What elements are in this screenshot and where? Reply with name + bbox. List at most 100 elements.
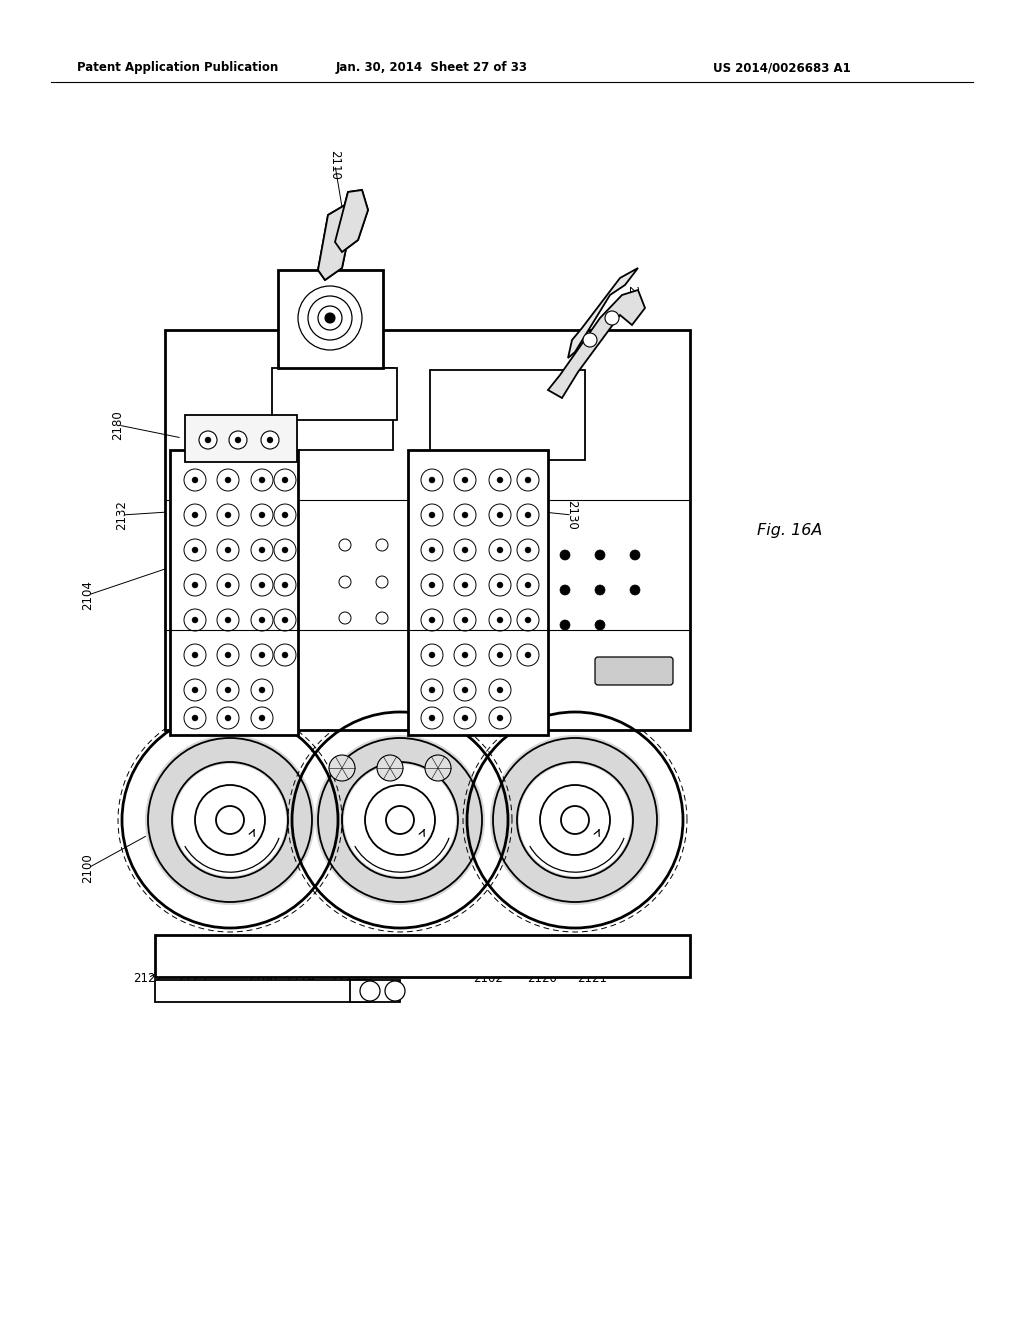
Circle shape <box>259 616 265 623</box>
Text: 2125: 2125 <box>330 972 360 985</box>
Circle shape <box>274 469 296 491</box>
Bar <box>185 414 297 462</box>
Circle shape <box>429 616 435 623</box>
Circle shape <box>462 715 468 721</box>
Circle shape <box>595 620 605 630</box>
Circle shape <box>259 477 265 483</box>
Text: 2110: 2110 <box>329 150 341 180</box>
Circle shape <box>525 616 531 623</box>
Text: 2121: 2121 <box>577 972 607 985</box>
Circle shape <box>225 512 231 517</box>
Circle shape <box>225 546 231 553</box>
Circle shape <box>517 574 539 597</box>
Circle shape <box>497 582 503 587</box>
Circle shape <box>376 612 388 624</box>
Bar <box>272 368 397 420</box>
Circle shape <box>274 644 296 667</box>
Circle shape <box>376 539 388 550</box>
Circle shape <box>421 504 443 525</box>
Circle shape <box>225 616 231 623</box>
Circle shape <box>216 807 244 834</box>
Circle shape <box>193 715 198 721</box>
Bar <box>350 979 400 1002</box>
Circle shape <box>274 539 296 561</box>
Circle shape <box>205 437 211 444</box>
Circle shape <box>217 504 239 525</box>
Circle shape <box>525 582 531 587</box>
Circle shape <box>560 620 570 630</box>
Circle shape <box>184 678 206 701</box>
Circle shape <box>282 652 288 657</box>
Circle shape <box>339 576 351 587</box>
Circle shape <box>525 477 531 483</box>
Circle shape <box>225 652 231 657</box>
Text: 2123: 2123 <box>177 972 207 985</box>
Circle shape <box>225 477 231 483</box>
Circle shape <box>421 708 443 729</box>
Circle shape <box>184 539 206 561</box>
Circle shape <box>490 735 660 906</box>
Circle shape <box>274 504 296 525</box>
Circle shape <box>184 574 206 597</box>
Circle shape <box>497 546 503 553</box>
Bar <box>408 450 548 735</box>
Circle shape <box>259 686 265 693</box>
Circle shape <box>251 609 273 631</box>
Circle shape <box>329 755 355 781</box>
Circle shape <box>174 764 286 876</box>
Circle shape <box>274 574 296 597</box>
Circle shape <box>454 678 476 701</box>
Circle shape <box>583 333 597 347</box>
Circle shape <box>525 512 531 517</box>
Circle shape <box>282 546 288 553</box>
Text: 2106: 2106 <box>247 972 276 985</box>
Circle shape <box>282 582 288 587</box>
Circle shape <box>421 609 443 631</box>
Circle shape <box>282 477 288 483</box>
Circle shape <box>560 550 570 560</box>
Circle shape <box>199 432 217 449</box>
Circle shape <box>517 469 539 491</box>
Text: 2100: 2100 <box>82 853 94 883</box>
Polygon shape <box>335 190 368 252</box>
Bar <box>155 935 690 977</box>
Text: 2120: 2120 <box>527 972 557 985</box>
Circle shape <box>519 764 631 876</box>
Circle shape <box>489 539 511 561</box>
Circle shape <box>421 574 443 597</box>
Circle shape <box>217 644 239 667</box>
Circle shape <box>489 678 511 701</box>
Circle shape <box>421 644 443 667</box>
Text: 2124: 2124 <box>285 972 315 985</box>
Circle shape <box>315 735 485 906</box>
Circle shape <box>184 644 206 667</box>
Polygon shape <box>548 290 645 399</box>
Circle shape <box>497 512 503 517</box>
Polygon shape <box>318 205 352 280</box>
Circle shape <box>259 546 265 553</box>
Circle shape <box>259 652 265 657</box>
Circle shape <box>251 678 273 701</box>
Circle shape <box>376 576 388 587</box>
Circle shape <box>497 477 503 483</box>
Circle shape <box>462 616 468 623</box>
Bar <box>430 370 585 459</box>
Circle shape <box>429 652 435 657</box>
Circle shape <box>193 652 198 657</box>
Circle shape <box>377 755 403 781</box>
Circle shape <box>630 550 640 560</box>
Circle shape <box>251 708 273 729</box>
Bar <box>170 450 298 735</box>
Circle shape <box>454 469 476 491</box>
Circle shape <box>217 539 239 561</box>
Text: 2140: 2140 <box>626 285 639 315</box>
Circle shape <box>462 477 468 483</box>
Text: Fig. 16A: Fig. 16A <box>758 523 822 537</box>
Bar <box>278 368 393 450</box>
Circle shape <box>274 609 296 631</box>
Circle shape <box>193 477 198 483</box>
Circle shape <box>217 609 239 631</box>
Circle shape <box>462 582 468 587</box>
Circle shape <box>595 550 605 560</box>
Polygon shape <box>568 268 638 358</box>
